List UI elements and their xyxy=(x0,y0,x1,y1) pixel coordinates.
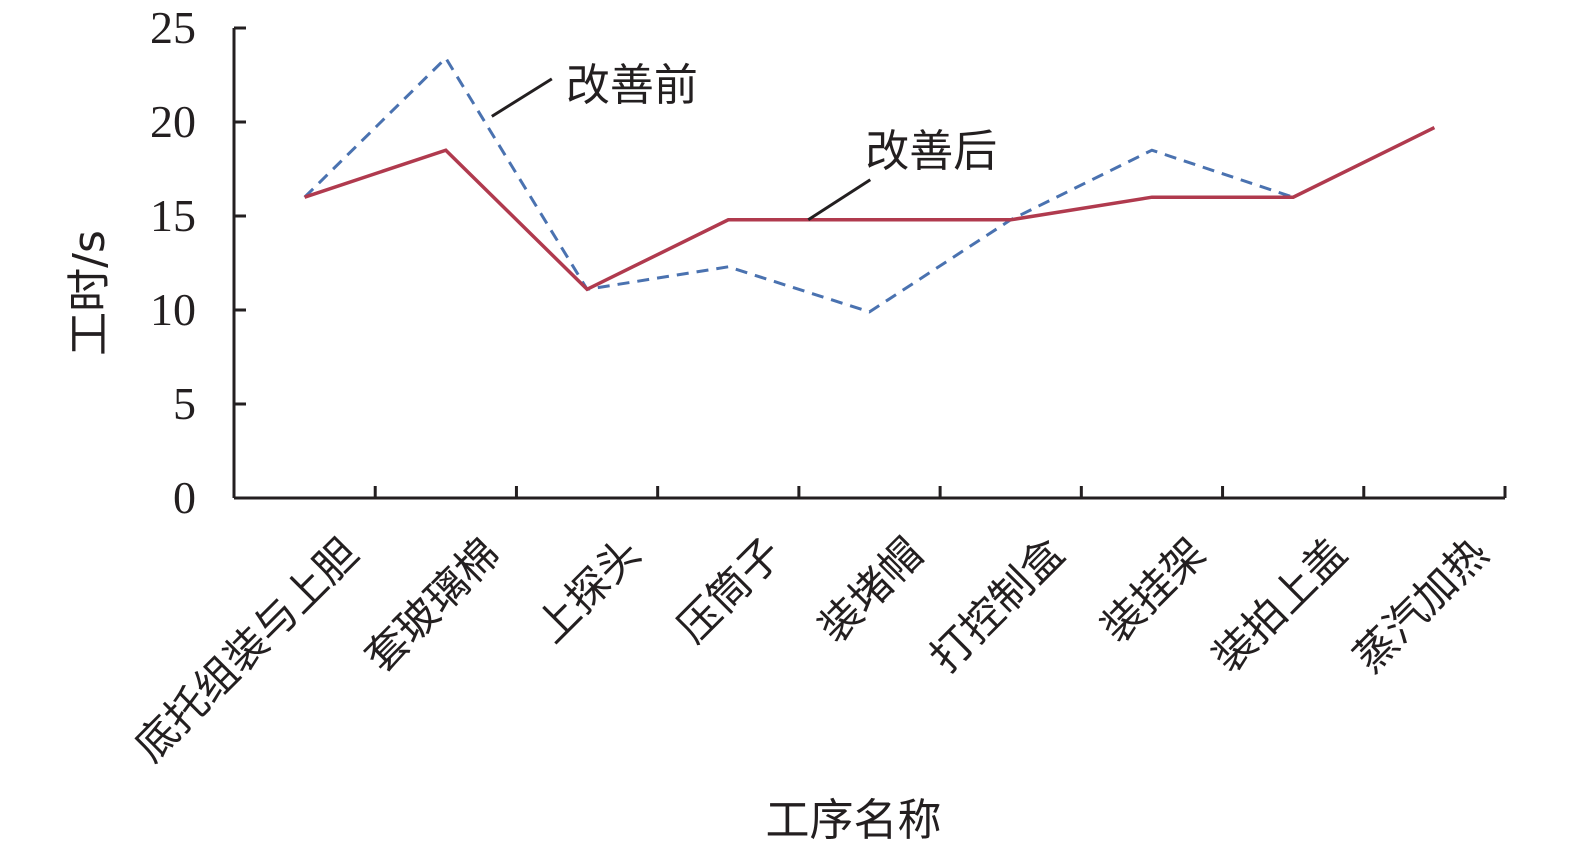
y-tick-label: 5 xyxy=(173,378,196,429)
x-category-label: 装拍上盖 xyxy=(1203,528,1356,681)
y-tick-label: 15 xyxy=(150,190,196,241)
x-category-label: 压筒子 xyxy=(668,528,792,652)
series-layer xyxy=(303,55,1436,314)
series-line-after xyxy=(304,126,1436,292)
x-category-label: 装堵帽 xyxy=(809,528,933,652)
y-tick-label: 0 xyxy=(173,472,196,523)
x-category-label: 套玻璃棉 xyxy=(355,528,508,681)
x-category-label: 装挂架 xyxy=(1091,528,1215,652)
annotation-leader-after xyxy=(807,178,872,222)
y-axis-title: 工时/s xyxy=(64,230,115,356)
y-tick-label: 20 xyxy=(150,96,196,147)
series-line-before xyxy=(303,55,1294,314)
x-category-label: 打控制盒 xyxy=(920,528,1073,681)
x-category-label: 蒸汽加热 xyxy=(1344,528,1497,681)
x-category-label: 上探头 xyxy=(526,528,650,652)
x-axis-title: 工序名称 xyxy=(766,795,942,846)
x-category-label: 底托组装与上胆 xyxy=(125,528,368,771)
annotation-leader-before xyxy=(491,77,553,118)
annotation-before: 改善前 xyxy=(566,60,698,111)
y-axis-ticks: 0 5 10 15 20 25 xyxy=(150,2,246,523)
annotation-after: 改善后 xyxy=(865,126,997,177)
y-tick-label: 25 xyxy=(150,2,196,53)
y-tick-label: 10 xyxy=(150,284,196,335)
